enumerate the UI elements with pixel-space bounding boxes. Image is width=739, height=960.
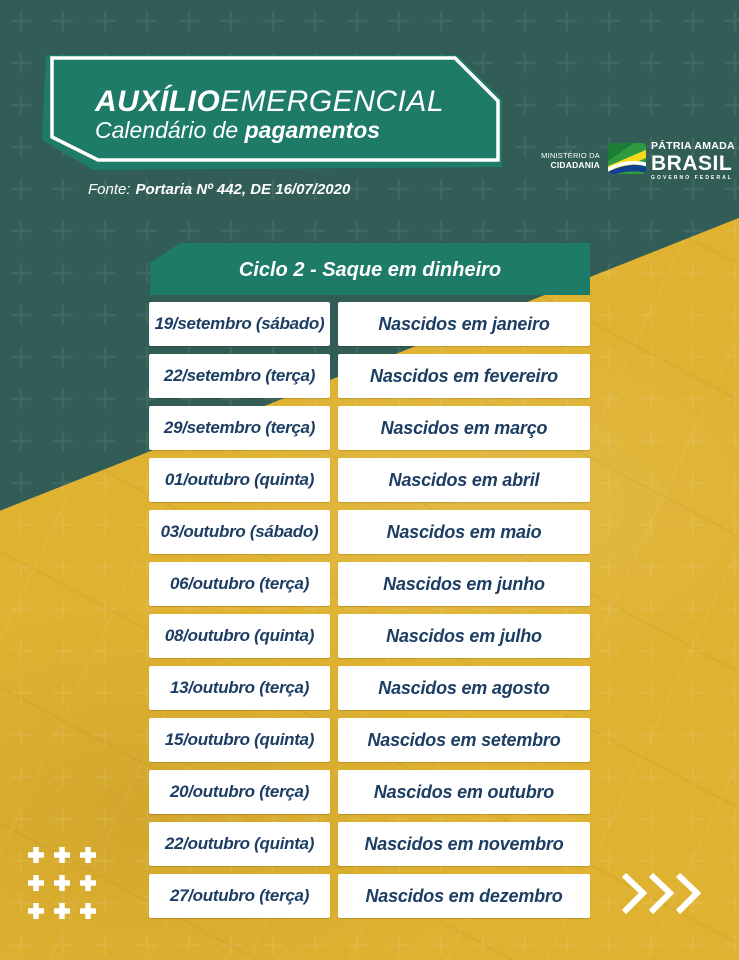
- row-group-cell: Nascidos em março: [338, 406, 590, 450]
- source-line: Fonte: Portaria Nº 442, DE 16/07/2020: [88, 181, 350, 198]
- table-row: 20/outubro (terça) Nascidos em outubro: [149, 770, 590, 814]
- row-group-cell: Nascidos em julho: [338, 614, 590, 658]
- gov-line1: PÁTRIA AMADA: [651, 140, 735, 152]
- table-row: 06/outubro (terça) Nascidos em junho: [149, 562, 590, 606]
- header-ribbon: [42, 55, 502, 170]
- gov-line2: BRASIL: [651, 151, 733, 175]
- row-date-cell: 13/outubro (terça): [149, 666, 330, 710]
- row-group-cell: Nascidos em janeiro: [338, 302, 590, 346]
- source-label: Fonte:: [88, 181, 131, 198]
- row-group-cell: Nascidos em dezembro: [338, 874, 590, 918]
- row-date-cell: 27/outubro (terça): [149, 874, 330, 918]
- ministry-line2: CIDADANIA: [550, 159, 600, 170]
- row-date-cell: 20/outubro (terça): [149, 770, 330, 814]
- table-header-band: Ciclo 2 - Saque em dinheiro: [150, 243, 590, 295]
- payment-rows: 19/setembro (sábado) Nascidos em janeiro…: [149, 302, 590, 926]
- gov-logo-text: PÁTRIA AMADA BRASIL GOVERNO FEDERAL: [651, 141, 735, 181]
- table-row: 29/setembro (terça) Nascidos em março: [149, 406, 590, 450]
- table-row: 22/setembro (terça) Nascidos em fevereir…: [149, 354, 590, 398]
- row-date-cell: 29/setembro (terça): [149, 406, 330, 450]
- row-date-cell: 19/setembro (sábado): [149, 302, 330, 346]
- row-date-cell: 01/outubro (quinta): [149, 458, 330, 502]
- table-row: 27/outubro (terça) Nascidos em dezembro: [149, 874, 590, 918]
- table-row: 01/outubro (quinta) Nascidos em abril: [149, 458, 590, 502]
- row-group-cell: Nascidos em agosto: [338, 666, 590, 710]
- subtitle-regular: Calendário de: [95, 117, 239, 143]
- row-group-cell: Nascidos em novembro: [338, 822, 590, 866]
- row-date-cell: 15/outubro (quinta): [149, 718, 330, 762]
- row-group-cell: Nascidos em setembro: [338, 718, 590, 762]
- row-group-cell: Nascidos em abril: [338, 458, 590, 502]
- row-date-cell: 03/outubro (sábado): [149, 510, 330, 554]
- row-date-cell: 22/outubro (quinta): [149, 822, 330, 866]
- table-row: 08/outubro (quinta) Nascidos em julho: [149, 614, 590, 658]
- row-date-cell: 06/outubro (terça): [149, 562, 330, 606]
- ministry-logo-text: MINISTÉRIO DA CIDADANIA: [500, 151, 600, 170]
- table-row: 22/outubro (quinta) Nascidos em novembro: [149, 822, 590, 866]
- source-value: Portaria Nº 442, DE 16/07/2020: [135, 181, 351, 198]
- plus-grid-icon: [28, 847, 96, 919]
- table-title: Ciclo 2 - Saque em dinheiro: [238, 258, 502, 281]
- page-title: AUXÍLIOEMERGENCIAL: [95, 87, 444, 117]
- table-row: 13/outubro (terça) Nascidos em agosto: [149, 666, 590, 710]
- subtitle-bold: pagamentos: [244, 117, 381, 143]
- page-subtitle: Calendário de pagamentos: [95, 119, 380, 142]
- row-group-cell: Nascidos em outubro: [338, 770, 590, 814]
- forward-chevrons-icon: [621, 872, 702, 915]
- row-group-cell: Nascidos em maio: [338, 510, 590, 554]
- gov-line3: GOVERNO FEDERAL: [651, 174, 734, 181]
- title-bold: AUXÍLIO: [95, 85, 221, 118]
- title-light: EMERGENCIAL: [220, 85, 445, 118]
- row-date-cell: 22/setembro (terça): [149, 354, 330, 398]
- brazil-flag-logo: [608, 143, 646, 174]
- table-row: 19/setembro (sábado) Nascidos em janeiro: [149, 302, 590, 346]
- table-row: 03/outubro (sábado) Nascidos em maio: [149, 510, 590, 554]
- row-group-cell: Nascidos em fevereiro: [338, 354, 590, 398]
- ribbon-outline: [50, 56, 500, 162]
- table-row: 15/outubro (quinta) Nascidos em setembro: [149, 718, 590, 762]
- ministry-line1: MINISTÉRIO DA: [541, 151, 600, 160]
- row-group-cell: Nascidos em junho: [338, 562, 590, 606]
- ribbon-shape: [42, 55, 502, 170]
- row-date-cell: 08/outubro (quinta): [149, 614, 330, 658]
